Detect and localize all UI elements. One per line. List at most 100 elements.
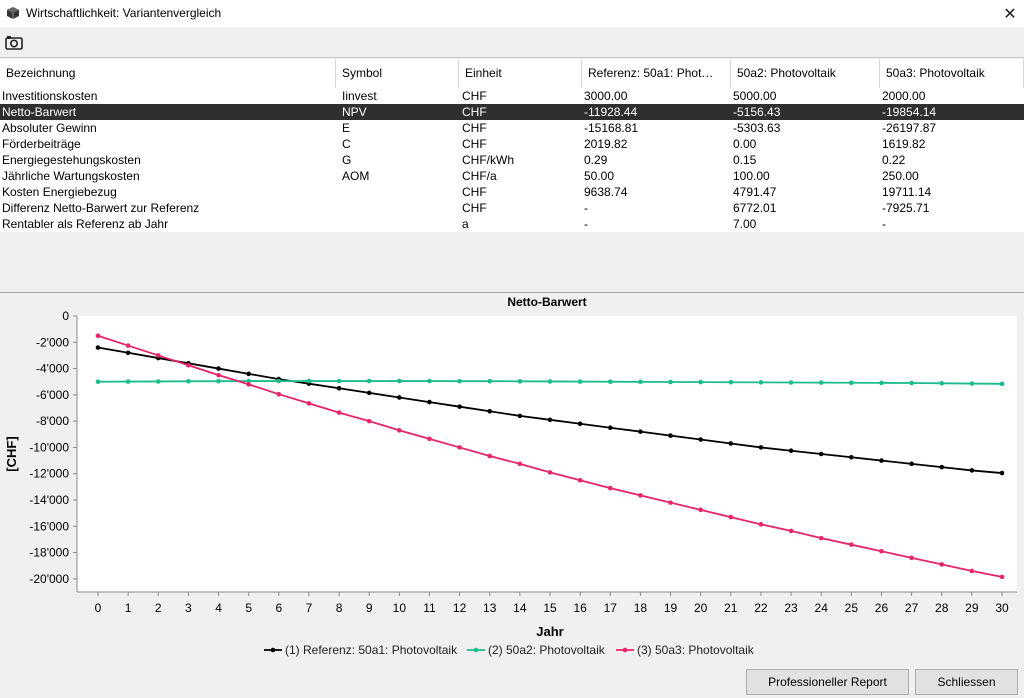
table-cell: 0.00 (733, 137, 757, 151)
table-header: Bezeichnung Symbol Einheit Referenz: 50a1: … (0, 59, 1024, 89)
data-point (909, 555, 914, 561)
data-point (758, 380, 764, 385)
table-cell (342, 216, 459, 232)
data-point (306, 401, 312, 406)
data-point (577, 421, 583, 427)
data-point (758, 522, 764, 527)
data-point (909, 461, 914, 467)
data-point (668, 500, 673, 505)
table-cell: Rentabler als Referenz ab Jahr (2, 217, 169, 231)
column-header[interactable]: Bezeichnung (0, 59, 336, 88)
table-cell: -7925.71 (882, 201, 930, 215)
data-point (487, 408, 493, 414)
cube-icon (7, 7, 19, 19)
x-tick-label: 14 (513, 601, 527, 615)
table-cell: a (462, 217, 469, 231)
table-cell: -11928.44 (584, 105, 638, 119)
table-cell: 2000.00 (882, 89, 926, 103)
table-cell: E (342, 121, 351, 135)
x-tick-label: 30 (995, 601, 1009, 615)
data-point (366, 390, 372, 396)
x-tick-label: 19 (664, 601, 678, 615)
data-point (969, 468, 975, 473)
table-cell: - (584, 201, 588, 215)
table-cell: 4791.47 (733, 185, 777, 199)
data-point (276, 378, 282, 384)
table-cell: CHF/a (462, 169, 497, 183)
table-cell: -26197.87 (882, 121, 937, 135)
table-cell: CHF (462, 137, 487, 151)
table-cell: Energiegestehungskosten (2, 153, 141, 167)
data-point (276, 391, 282, 397)
data-point (457, 445, 462, 450)
column-header[interactable]: Einheit (459, 59, 582, 88)
table-cell: 5000.00 (733, 89, 777, 103)
table-cell: 0.29 (584, 153, 608, 167)
x-tick-label: 15 (543, 601, 557, 615)
table-cell: 100.00 (733, 169, 770, 183)
legend-entry: (1) Referenz: 50a1: Photovoltaik (285, 643, 458, 657)
data-point (879, 380, 884, 386)
data-point (427, 436, 432, 442)
window-title: Wirtschaftlichkeit: Variantenvergleich (26, 6, 222, 20)
y-tick-label: -16'000 (29, 519, 69, 533)
table-cell: -5303.63 (733, 121, 781, 135)
column-header[interactable]: Referenz: 50a1: Phot… (582, 59, 731, 88)
table-row[interactable]: Energiegestehungskosten G CHF/kWh 0.29 0.15 0… (0, 152, 1024, 168)
table-cell: Differenz Netto-Barwert zur Referenz (2, 201, 200, 215)
data-point (517, 379, 523, 384)
data-point (246, 378, 251, 384)
data-point (547, 379, 553, 384)
table-cell: -15168.81 (584, 121, 639, 135)
x-tick-label: 17 (604, 601, 618, 615)
close-button[interactable]: Schliessen (915, 669, 1018, 695)
table-cell: 250.00 (882, 169, 919, 183)
data-point (125, 343, 131, 348)
splitter[interactable] (0, 292, 1024, 293)
data-point (788, 448, 794, 454)
column-header[interactable]: Symbol (336, 59, 459, 88)
data-point (698, 507, 703, 513)
close-icon[interactable]: ✕ (1003, 5, 1017, 23)
x-tick-label: 29 (965, 601, 979, 615)
professional-report-button[interactable]: Professioneller Report (746, 669, 909, 695)
data-point (879, 548, 884, 554)
camera-icon[interactable] (5, 35, 23, 50)
table-cell: CHF (462, 105, 487, 119)
table-cell: -19854.14 (882, 105, 937, 119)
table-row[interactable]: Absoluter Gewinn E CHF -15168.81 -5303.63 -26… (0, 120, 1024, 136)
table-cell: Investitionskosten (2, 89, 98, 103)
data-point (306, 378, 312, 384)
table-cell: 1619.82 (882, 137, 926, 151)
comparison-table: Bezeichnung Symbol Einheit Referenz: 50a1: … (0, 57, 1024, 232)
table-cell: Förderbeiträge (2, 137, 81, 151)
table-cell: 2019.82 (584, 137, 628, 151)
data-point (728, 514, 734, 520)
table-row[interactable]: Rentabler als Referenz ab Jahr a - 7.00 - (0, 216, 1024, 232)
column-header[interactable]: 50a2: Photovoltaik (731, 59, 880, 88)
table-row[interactable]: Netto-Barwert NPV CHF -11928.44 -5156.43 -198… (0, 104, 1024, 120)
data-point (788, 380, 794, 385)
x-tick-label: 4 (215, 601, 222, 615)
table-row[interactable]: Investitionskosten Iinvest CHF 3000.00 5000.… (0, 88, 1024, 104)
x-tick-label: 13 (483, 601, 497, 615)
table-cell (342, 200, 459, 216)
table-row[interactable]: Jährliche Wartungskosten AOM CHF/a 50.00 100… (0, 168, 1024, 184)
data-point (397, 428, 402, 433)
x-tick-label: 1 (125, 601, 132, 615)
data-point (939, 380, 945, 386)
column-header[interactable]: 50a3: Photovoltaik (880, 59, 1024, 88)
data-point (607, 425, 613, 431)
data-point (95, 333, 101, 339)
table-cell: -5156.43 (733, 105, 781, 119)
data-point (427, 399, 432, 405)
x-tick-label: 5 (245, 601, 252, 615)
data-point (849, 380, 854, 386)
legend-marker (473, 647, 479, 653)
y-tick-label: -6'000 (36, 388, 69, 402)
table-row[interactable]: Kosten Energiebezug CHF 9638.74 4791.47 1971… (0, 184, 1024, 200)
y-tick-label: -14'000 (29, 493, 69, 507)
y-tick-label: -2'000 (36, 335, 69, 349)
table-row[interactable]: Förderbeiträge C CHF 2019.82 0.00 1619.82 (0, 136, 1024, 152)
table-row[interactable]: Differenz Netto-Barwert zur Referenz CHF -… (0, 200, 1024, 216)
